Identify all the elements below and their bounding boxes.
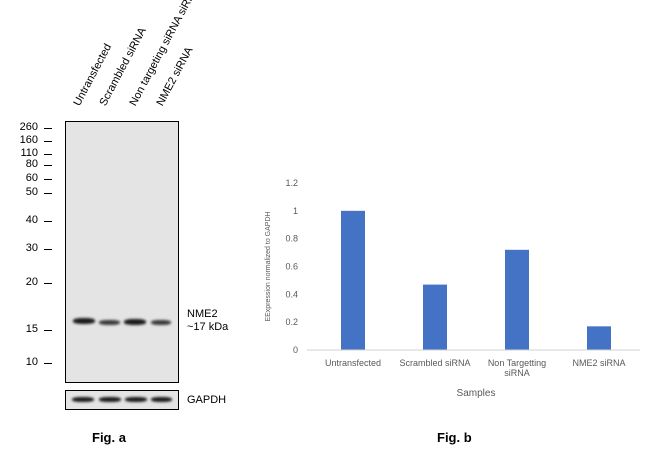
gapdh-band-lane-2 — [99, 397, 121, 402]
band-lane-4 — [151, 320, 171, 325]
blot-main — [65, 121, 179, 383]
x-axis-title: Samples — [457, 388, 496, 399]
mw-marker: 260 — [19, 121, 38, 133]
mw-tick — [44, 330, 52, 331]
mw-marker: 160 — [19, 134, 38, 146]
mw-marker: 40 — [25, 214, 38, 226]
mw-marker: 30 — [25, 242, 38, 254]
fig-b-caption: Fig. b — [437, 430, 472, 445]
mw-marker: 10 — [25, 356, 38, 368]
y-axis-title: EExpression normalized to GAPDH — [265, 211, 272, 321]
y-tick-label: 0.8 — [285, 234, 298, 244]
bar — [587, 326, 611, 350]
bar — [423, 284, 447, 350]
mw-tick — [44, 221, 52, 222]
x-tick-label: Untransfected — [325, 358, 381, 368]
mw-marker: 110 — [20, 147, 38, 159]
mw-tick — [44, 179, 52, 180]
band-lane-1 — [73, 318, 95, 324]
x-tick-label: NME2 siRNA — [572, 358, 625, 368]
gapdh-band-lane-3 — [125, 397, 147, 402]
mw-marker: 20 — [25, 276, 38, 288]
y-axis-ticks: 0 0.2 0.4 0.6 0.8 1 1.2 — [285, 178, 298, 355]
mw-tick — [44, 193, 52, 194]
x-tick-label: Non Targetting — [488, 358, 546, 368]
bar — [341, 210, 365, 350]
band-label-size: ~17 kDa — [187, 321, 229, 333]
bar — [505, 249, 529, 350]
mw-tick — [44, 154, 52, 155]
x-axis-labels: Untransfected Scrambled siRNA Non Targetti… — [325, 358, 626, 378]
mw-tick — [44, 249, 52, 250]
y-tick-label: 1.2 — [285, 178, 298, 188]
y-tick-label: 0 — [293, 345, 298, 355]
band-label-name: NME2 — [187, 308, 218, 320]
y-tick-label: 0.4 — [285, 289, 298, 299]
mw-tick — [44, 283, 52, 284]
y-tick-label: 0.6 — [285, 262, 298, 272]
mw-marker: 15 — [25, 323, 38, 335]
mw-tick — [44, 128, 52, 129]
gapdh-band-lane-4 — [151, 397, 172, 402]
gapdh-label: GAPDH — [187, 394, 227, 406]
mw-marker: 60 — [25, 172, 38, 184]
x-tick-label: siRNA — [504, 368, 530, 378]
band-lane-3 — [124, 319, 146, 325]
mw-tick — [44, 141, 52, 142]
band-lane-2 — [99, 320, 120, 325]
blot-gapdh — [65, 390, 179, 410]
mw-tick — [44, 363, 52, 364]
fig-a-caption: Fig. a — [92, 430, 126, 445]
bars — [341, 210, 611, 350]
mw-marker: 50 — [25, 186, 38, 198]
y-tick-label: 1 — [293, 206, 298, 216]
y-tick-label: 0.2 — [285, 317, 298, 327]
gapdh-band-lane-1 — [72, 397, 94, 402]
mw-marker: 80 — [25, 158, 38, 170]
band-label: NME2 ~17 kDa — [187, 308, 228, 334]
x-tick-label: Scrambled siRNA — [399, 358, 470, 368]
mw-tick — [44, 165, 52, 166]
